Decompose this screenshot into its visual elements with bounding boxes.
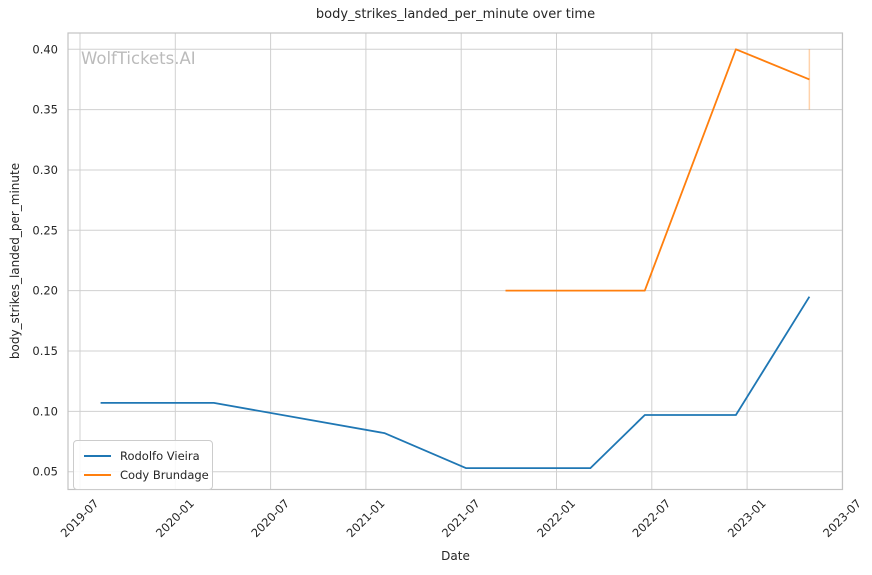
legend-item: Rodolfo Vieira xyxy=(74,446,212,465)
x-tick-label-2019-07: 2019-07 xyxy=(58,496,102,540)
x-tick-label-2020-01: 2020-01 xyxy=(153,496,197,540)
x-tick-label-2022-01: 2022-01 xyxy=(534,496,578,540)
plot-border xyxy=(67,32,844,491)
y-axis-label: body_strikes_landed_per_minute xyxy=(8,162,22,360)
legend: Rodolfo Vieira Cody Brundage xyxy=(73,440,213,490)
y-tick-label-0.10: 0.10 xyxy=(32,404,58,418)
x-tick-label-2022-07: 2022-07 xyxy=(630,496,674,540)
x-tick-label-2021-01: 2021-01 xyxy=(344,496,388,540)
legend-swatch-series-1 xyxy=(84,473,111,476)
legend-label: Cody Brundage xyxy=(120,467,209,482)
y-tick-label-0.05: 0.05 xyxy=(32,465,58,479)
series-line-cody-brundage xyxy=(505,48,810,292)
x-axis-label: Date xyxy=(441,549,470,563)
y-tick-label-0.15: 0.15 xyxy=(32,344,58,358)
x-tick-label-2023-01: 2023-01 xyxy=(725,496,769,540)
legend-label: Rodolfo Vieira xyxy=(120,448,200,463)
x-tick-label-2020-07: 2020-07 xyxy=(248,496,292,540)
y-tick-label-0.35: 0.35 xyxy=(32,103,58,117)
legend-item: Cody Brundage xyxy=(74,465,212,484)
y-tick-label-0.30: 0.30 xyxy=(32,163,58,177)
x-tick-label-2023-07: 2023-07 xyxy=(820,496,864,540)
legend-swatch-series-0 xyxy=(84,454,111,457)
chart-title: body_strikes_landed_per_minute over time xyxy=(315,7,596,22)
y-tick-label-0.25: 0.25 xyxy=(32,223,58,237)
y-tick-label-0.40: 0.40 xyxy=(32,42,58,56)
y-tick-label-0.20: 0.20 xyxy=(32,284,58,298)
x-tick-label-2021-07: 2021-07 xyxy=(439,496,483,540)
watermark: WolfTickets.AI xyxy=(81,49,196,68)
series-line-rodolfo-vieira xyxy=(100,296,811,470)
